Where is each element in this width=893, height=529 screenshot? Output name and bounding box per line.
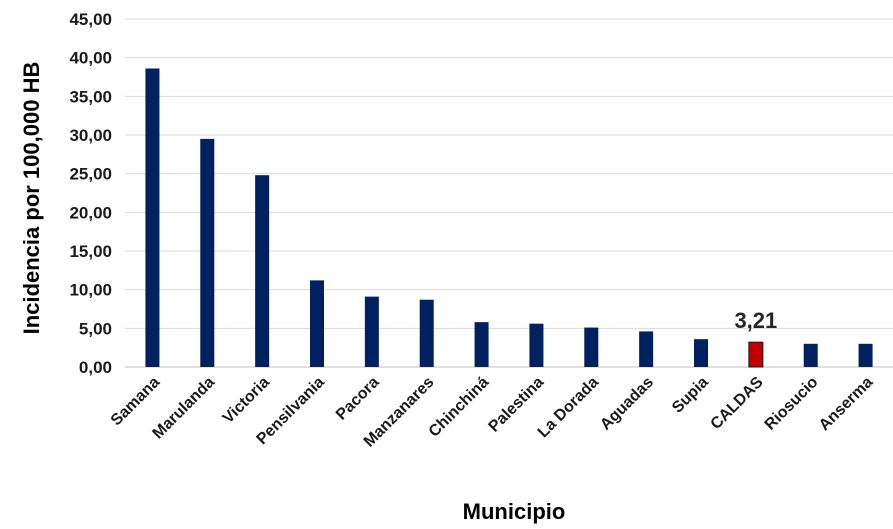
- x-tick-label: Samana: [108, 374, 163, 429]
- bar: [639, 331, 654, 367]
- x-tick-label: Aguadas: [597, 374, 657, 434]
- y-tick-label: 0,00: [79, 358, 112, 377]
- x-tick-label: Pacora: [333, 374, 383, 424]
- bar: [748, 341, 764, 368]
- bar: [474, 322, 489, 367]
- data-labels: 3,21: [734, 308, 777, 333]
- x-axis-title: Municipio: [463, 499, 566, 524]
- bar: [419, 299, 434, 367]
- y-tick-label: 10,00: [69, 281, 112, 300]
- bar: [200, 138, 215, 367]
- x-tick-label: Riosucio: [762, 374, 822, 434]
- bar: [694, 339, 708, 367]
- y-tick-label: 35,00: [69, 87, 112, 106]
- bar: [858, 343, 873, 367]
- bar: [310, 280, 324, 367]
- y-axis-title: Incidencia por 100,000 HB: [19, 62, 44, 335]
- data-label: 3,21: [734, 308, 777, 333]
- y-tick-label: 5,00: [79, 319, 112, 338]
- y-tick-label: 45,00: [69, 10, 112, 29]
- bar: [584, 327, 599, 367]
- x-tick-label: Chinchiná: [426, 374, 493, 441]
- y-tick-label: 15,00: [69, 242, 112, 261]
- y-tick-label: 40,00: [69, 49, 112, 68]
- y-tick-label: 30,00: [69, 126, 112, 145]
- bar: [255, 175, 270, 367]
- gridlines: [125, 18, 893, 368]
- y-tick-label: 20,00: [69, 203, 112, 222]
- bar: [145, 68, 160, 367]
- bar: [803, 343, 818, 367]
- x-tick-label: Supia: [669, 374, 712, 417]
- bar: [364, 296, 379, 367]
- x-tick-label: CALDAS: [708, 374, 767, 433]
- x-tick-label: Victoria: [220, 374, 273, 427]
- y-axis-ticks: 0,00 5,00 10,00 15,00 20,00 25,00 30,00 35,00 40…: [69, 10, 112, 377]
- bars: [145, 68, 873, 368]
- bar: [529, 323, 544, 367]
- x-tick-label: Anserma: [816, 374, 877, 435]
- y-tick-label: 25,00: [69, 165, 112, 184]
